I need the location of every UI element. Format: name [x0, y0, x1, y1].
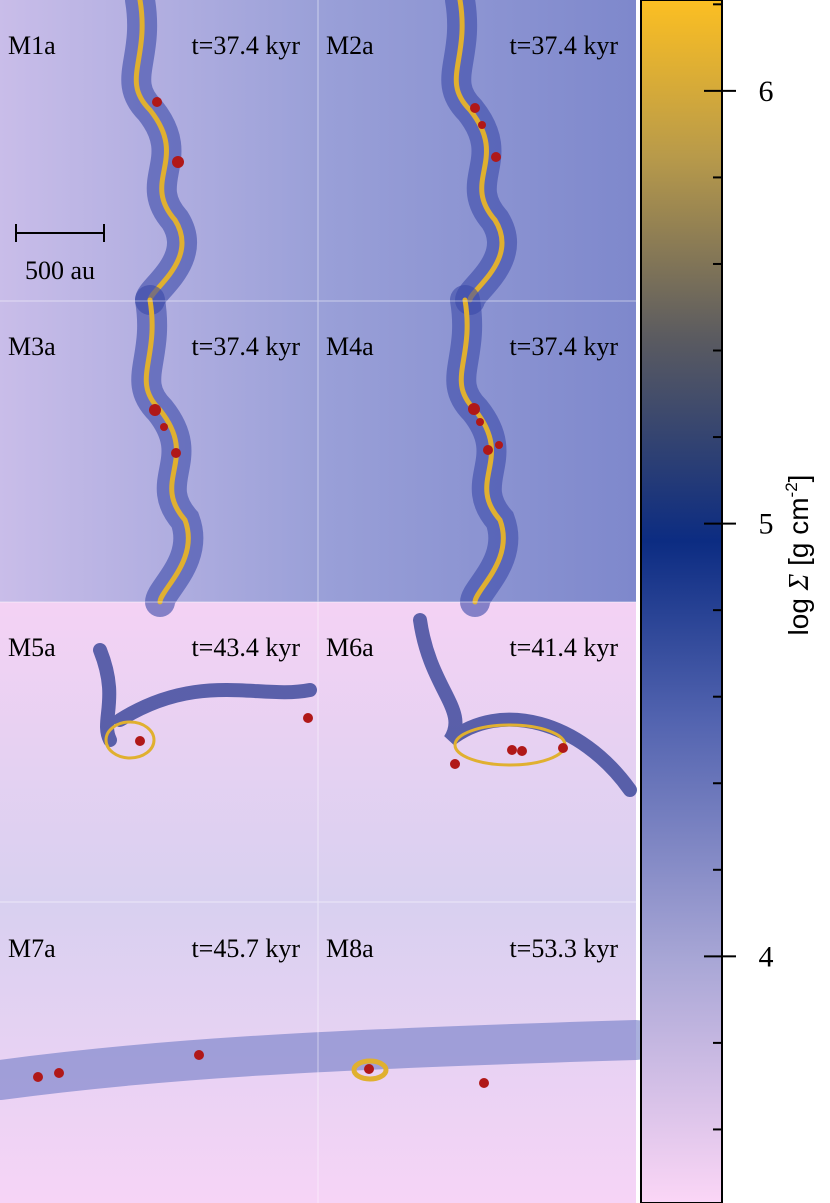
panel-label: M4a — [326, 332, 374, 361]
scale-bar-label: 500 au — [25, 256, 95, 285]
panel-label: M2a — [326, 31, 374, 60]
colorbar — [640, 0, 723, 1203]
sink-particles — [33, 97, 568, 1088]
colorbar-label-text: log — [783, 590, 814, 635]
colorbar-label: log Σ [g cm-2] — [782, 475, 815, 636]
scale-bar — [15, 224, 105, 242]
colorbar-label-exponent: -2 — [782, 482, 801, 497]
panel-time: t=37.4 kyr — [191, 332, 300, 361]
panel-label: M1a — [8, 31, 56, 60]
colorbar-tick-label: 5 — [759, 508, 774, 541]
filaments — [0, 0, 656, 1100]
colorbar-tick-label: 4 — [759, 940, 774, 973]
panel-time: t=43.4 kyr — [191, 633, 300, 662]
colorbar-label-end: ] — [783, 475, 814, 483]
panel-label: M6a — [326, 633, 374, 662]
panel-borders — [0, 0, 636, 1203]
panel-label: M5a — [8, 633, 56, 662]
panel-time: t=37.4 kyr — [509, 31, 618, 60]
colorbar-label-unit: [g cm — [783, 497, 814, 573]
colorbar-tick-label: 6 — [759, 75, 774, 108]
panel-time: t=37.4 kyr — [509, 332, 618, 361]
panel-label: M7a — [8, 934, 56, 963]
panel-label: M3a — [8, 332, 56, 361]
panel-time: t=41.4 kyr — [509, 633, 618, 662]
panel-time: t=53.3 kyr — [509, 934, 618, 963]
colorbar-label-symbol: Σ — [784, 573, 815, 591]
panel-time: t=45.7 kyr — [191, 934, 300, 963]
panel-label: M8a — [326, 934, 374, 963]
panel-time: t=37.4 kyr — [191, 31, 300, 60]
